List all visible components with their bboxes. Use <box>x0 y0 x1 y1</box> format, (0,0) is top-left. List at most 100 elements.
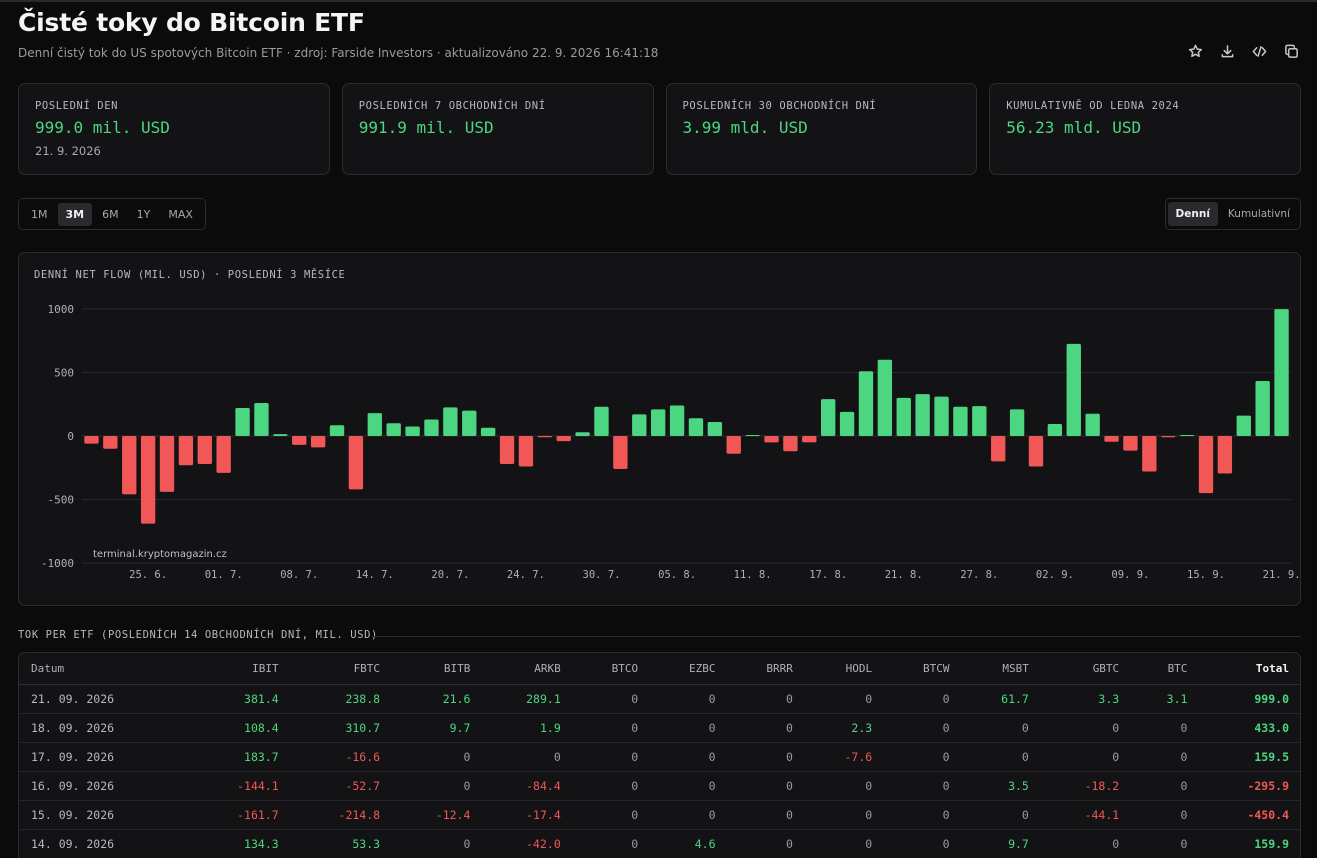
flow-cell: 9.7 <box>391 713 482 743</box>
mode-button-cumulative[interactable]: Kumulativní <box>1227 208 1290 220</box>
table-row: 14. 09. 2026 134.3 53.3 0 -42.0 0 4.6 0 0 0 9.7 0 0 1… <box>19 829 1300 858</box>
bar <box>499 436 515 464</box>
flow-cell: 0 <box>571 771 650 801</box>
bar <box>178 436 194 466</box>
bar <box>707 422 723 436</box>
star-icon[interactable] <box>1183 40 1207 62</box>
column-header-msbt[interactable]: MSBT <box>960 653 1040 685</box>
stat-label: POSLEDNÍCH 30 OBCHODNÍCH DNÍ <box>682 100 877 112</box>
flow-cell: 0 <box>883 713 961 743</box>
download-icon[interactable] <box>1215 40 1239 62</box>
column-header-ibit[interactable]: IBIT <box>188 653 290 685</box>
range-button-1y[interactable]: 1Y <box>136 207 151 221</box>
x-tick-label: 20. 7. <box>431 569 469 581</box>
flow-cell: 9.7 <box>960 829 1040 858</box>
bar <box>537 436 552 438</box>
bar <box>348 436 364 490</box>
bar <box>216 436 231 473</box>
copy-icon[interactable] <box>1279 40 1303 62</box>
flow-cell: 0 <box>1130 829 1199 858</box>
bar <box>292 436 307 445</box>
flow-cell: 0 <box>571 742 650 772</box>
flow-cell: 0 <box>726 742 804 772</box>
mode-button-daily[interactable]: Denní <box>1167 202 1218 226</box>
stat-label: POSLEDNÍCH 7 OBCHODNÍCH DNÍ <box>358 100 546 112</box>
bar <box>197 436 212 464</box>
column-header-brrr[interactable]: BRRR <box>726 653 804 685</box>
x-tick-label: 27. 8. <box>960 569 998 581</box>
x-tick-label: 24. 7. <box>507 569 545 581</box>
bar <box>1198 436 1214 494</box>
table-row: 15. 09. 2026 -161.7 -214.8 -12.4 -17.4 0 0 0 0 0 0… <box>19 800 1300 830</box>
bar <box>953 406 968 436</box>
column-header-arkb[interactable]: ARKB <box>481 653 572 685</box>
range-button-3m[interactable]: 3M <box>57 202 93 226</box>
x-tick-label: 15. 9. <box>1187 569 1225 581</box>
bar <box>1047 423 1063 436</box>
flow-cell: 2.3 <box>803 713 884 743</box>
column-header-bitb[interactable]: BITB <box>391 653 482 685</box>
column-header-btcw[interactable]: BTCW <box>883 653 961 685</box>
bar <box>650 409 666 436</box>
bar <box>839 411 855 436</box>
table-row: 21. 09. 2026 381.4 238.8 21.6 289.1 0 0 0 0 0 61.7… <box>19 684 1300 714</box>
flow-cell: 0 <box>803 771 884 801</box>
flow-cell: 0 <box>726 684 804 714</box>
flow-cell: 0 <box>960 800 1040 830</box>
flow-cell: 999.0 <box>1198 684 1300 714</box>
flow-cell: 0 <box>883 829 961 858</box>
flow-cell: -44.1 <box>1039 800 1131 830</box>
flow-cell: 108.4 <box>188 713 290 743</box>
stat-card-7-days: POSLEDNÍCH 7 OBCHODNÍCH DNÍ 991.9 mil. U… <box>341 83 654 175</box>
net-flow-chart: 1000 500 0 -500 -1000 25. 6. 01. 7. 08. 7. 14. 7… <box>41 303 1301 581</box>
flow-cell: 0 <box>649 684 727 714</box>
flow-cell: 0 <box>803 684 884 714</box>
bar <box>896 397 911 436</box>
range-button-6m[interactable]: 6M <box>102 207 119 221</box>
bar <box>688 418 704 436</box>
flow-cell: 0 <box>649 800 727 830</box>
flow-cell: 3.1 <box>1130 684 1199 714</box>
bar <box>1255 381 1270 436</box>
chart-title: DENNÍ NET FLOW (MIL. USD) · POSLEDNÍ 3 M… <box>34 269 346 281</box>
range-button-max[interactable]: MAX <box>168 207 193 221</box>
flow-cell: 0 <box>883 771 961 801</box>
column-header-hodl[interactable]: HODL <box>803 653 884 685</box>
x-tick-label: 21. 8. <box>885 569 923 581</box>
flow-cell: 0 <box>1130 800 1199 830</box>
flow-cell: 381.4 <box>188 684 290 714</box>
flow-cell: 0 <box>960 713 1040 743</box>
bar <box>1085 413 1100 436</box>
flow-cell: 0 <box>726 829 804 858</box>
flow-cell: 1.9 <box>481 713 572 743</box>
flow-cell: 0 <box>803 800 884 830</box>
flow-cell: -295.9 <box>1198 771 1300 801</box>
column-header-gbtc[interactable]: GBTC <box>1039 653 1131 685</box>
column-header-total[interactable]: Total <box>1198 653 1300 685</box>
y-tick-label: 0 <box>67 430 74 443</box>
bar <box>1217 436 1233 474</box>
stat-card-last-day: POSLEDNÍ DEN 999.0 mil. USD 21. 9. 2026 <box>18 83 330 175</box>
column-header-ezbc[interactable]: EZBC <box>649 653 727 685</box>
column-header-datum[interactable]: Datum <box>19 653 189 685</box>
column-header-btc[interactable]: BTC <box>1130 653 1199 685</box>
date-cell: 21. 09. 2026 <box>19 684 189 714</box>
embed-code-icon[interactable] <box>1247 40 1271 62</box>
page-title: Čisté toky do Bitcoin ETF <box>18 8 365 37</box>
bar <box>745 435 760 436</box>
range-button-1m[interactable]: 1M <box>31 207 48 221</box>
bar <box>329 425 345 436</box>
x-tick-label: 05. 8. <box>658 569 696 581</box>
flow-cell: 3.3 <box>1039 684 1131 714</box>
column-header-fbtc[interactable]: FBTC <box>289 653 392 685</box>
bar <box>1179 435 1195 436</box>
flow-cell: 310.7 <box>289 713 392 743</box>
bar <box>310 436 326 448</box>
flow-cell: 0 <box>726 713 804 743</box>
column-header-btco[interactable]: BTCO <box>571 653 650 685</box>
bar <box>1236 415 1251 436</box>
flow-cell: 0 <box>883 800 961 830</box>
table-header-row: Datum IBIT FBTC BITB ARKB BTCO EZBC BRRR HODL BTC… <box>19 653 1300 685</box>
x-tick-label: 30. 7. <box>583 569 621 581</box>
date-cell: 17. 09. 2026 <box>19 742 189 772</box>
